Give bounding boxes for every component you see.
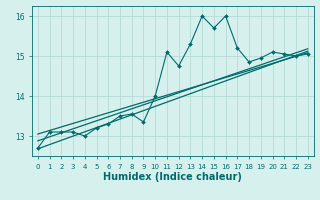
X-axis label: Humidex (Indice chaleur): Humidex (Indice chaleur) [103,172,242,182]
